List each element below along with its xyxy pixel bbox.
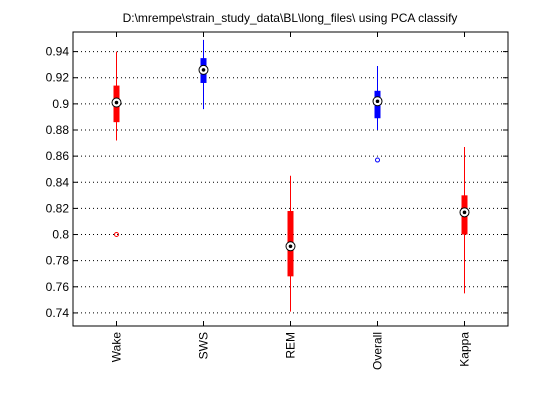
- grid-lines: [73, 51, 508, 314]
- y-tick-label: 0.76: [46, 280, 70, 294]
- y-axis-ticks: 0.74 0.76 0.78 0.8 0.82 0.84 0.86 0.88 0.9 0.92 0.…: [46, 45, 508, 320]
- box-rem: [285, 175, 296, 312]
- median-dot-sws: [201, 68, 206, 72]
- median-dot-overall: [375, 99, 380, 104]
- box-wake: [111, 51, 122, 238]
- box-series: [111, 39, 470, 312]
- y-tick-label: 0.94: [46, 45, 70, 59]
- y-tick-label: 0.84: [46, 175, 70, 189]
- y-tick-label: 0.86: [46, 149, 70, 163]
- x-tick-label-sws: SWS: [197, 332, 211, 359]
- median-dot-wake: [114, 100, 119, 105]
- box-overall: [372, 65, 383, 163]
- y-tick-label: 0.8: [52, 228, 69, 242]
- y-tick-label: 0.9: [52, 97, 69, 111]
- y-tick-label: 0.92: [46, 71, 70, 85]
- y-tick-label: 0.78: [46, 254, 70, 268]
- median-dot-rem: [288, 244, 293, 249]
- x-axis-ticks: Wake SWS REM Overall Kappa: [110, 32, 472, 370]
- y-tick-label: 0.74: [46, 306, 70, 320]
- y-tick-label: 0.88: [46, 123, 70, 137]
- box-sws: [198, 39, 209, 110]
- x-tick-label-kappa: Kappa: [458, 332, 472, 367]
- chart-title: D:\mrempe\strain_study_data\BL\long_file…: [123, 11, 458, 25]
- box-kappa: [459, 146, 470, 294]
- x-tick-label-rem: REM: [284, 332, 298, 359]
- outlier-wake: [114, 232, 119, 238]
- median-dot-kappa: [462, 210, 467, 215]
- x-tick-label-wake: Wake: [110, 332, 124, 363]
- x-tick-label-overall: Overall: [371, 332, 385, 370]
- y-tick-label: 0.82: [46, 201, 70, 215]
- outlier-overall: [375, 157, 380, 163]
